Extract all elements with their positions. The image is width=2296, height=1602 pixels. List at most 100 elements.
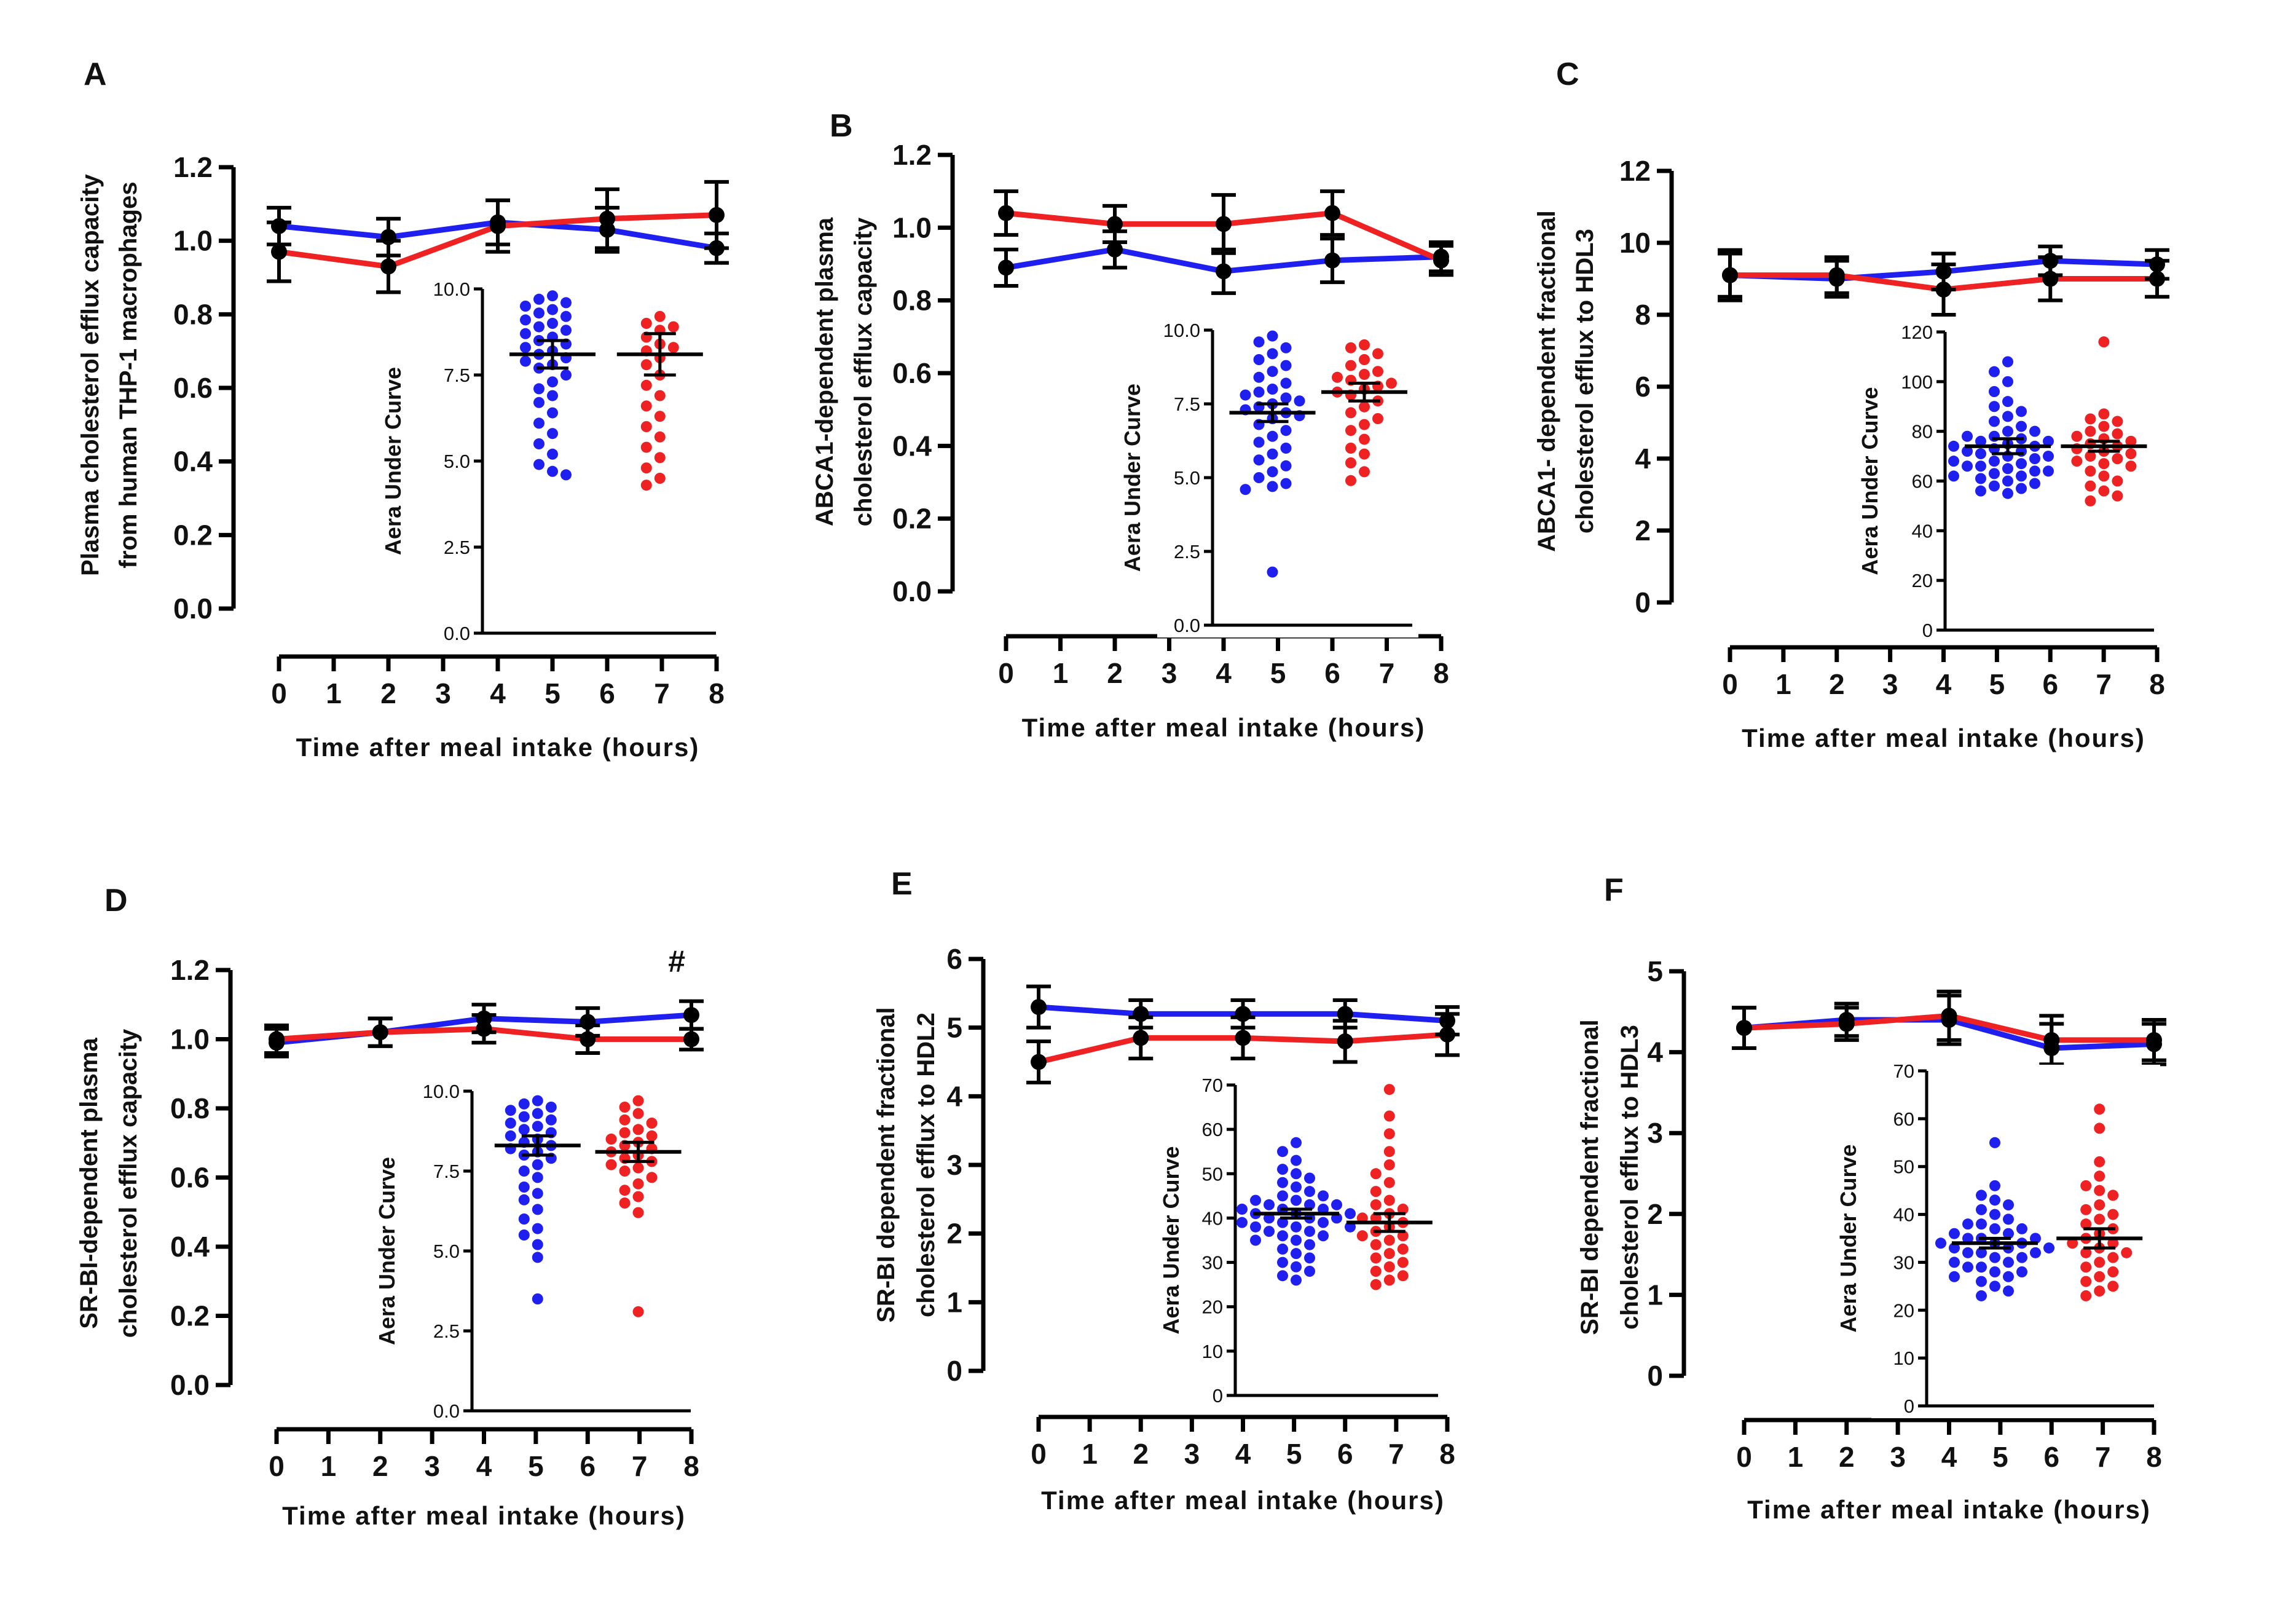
x-tick-label: 5 — [1989, 668, 2005, 700]
y-tick-label: 8 — [1635, 299, 1651, 331]
x-axis-label: Time after meal intake (hours) — [1041, 1486, 1445, 1515]
inset-y-axis-label: Aera Under Curve — [1158, 1146, 1184, 1334]
inset-dot-red — [1383, 1128, 1395, 1140]
inset-dot-red — [1370, 1199, 1382, 1210]
panel-letter: F — [1604, 872, 1624, 908]
data-point-blue — [1031, 999, 1047, 1016]
inset-y-tick-label: 7.5 — [433, 1161, 460, 1182]
inset-dot-blue — [2016, 1223, 2027, 1234]
inset-dot-blue — [1331, 1199, 1342, 1210]
inset-dot-red — [2121, 1247, 2133, 1258]
x-tick-label: 3 — [435, 677, 451, 709]
inset-dot-red — [1383, 1110, 1395, 1122]
y-axis-label-line-1: ABCA1- dependent fractional — [1533, 210, 1560, 552]
inset-dot-blue — [2002, 356, 2013, 368]
inset-dot-blue — [1975, 485, 1986, 497]
data-point-red — [580, 1031, 596, 1048]
inset-dot-red — [646, 1118, 658, 1129]
data-point-red — [998, 205, 1014, 221]
inset-scatter: 0.0 2.5 5.0 7.5 10.0 Aera Under Curve — [1120, 320, 1418, 637]
inset-dot-blue — [518, 1124, 530, 1135]
y-tick-label: 10 — [1619, 227, 1651, 259]
inset-dot-blue — [547, 318, 558, 329]
inset-dot-red — [605, 1134, 617, 1145]
x-tick-label: 5 — [528, 1450, 544, 1482]
panel-letter: E — [891, 866, 913, 902]
y-axis-label-line-2: from human THP-1 macrophages — [115, 181, 142, 568]
inset-dot-blue — [518, 1182, 530, 1193]
inset-dot-blue — [1253, 354, 1265, 365]
inset-dot-blue — [1949, 1257, 1960, 1268]
inset-dot-red — [1383, 1234, 1395, 1246]
y-tick-label: 4 — [946, 1080, 962, 1112]
data-point-blue — [998, 259, 1014, 276]
inset-dot-blue — [547, 407, 558, 419]
inset-dot-red — [632, 1178, 644, 1190]
inset-dot-blue — [1291, 1234, 1302, 1246]
inset-dot-red — [2094, 1271, 2105, 1282]
inset-dot-red — [1345, 342, 1356, 353]
inset-y-tick-label: 60 — [1202, 1119, 1223, 1140]
inset-y-tick-label: 60 — [1912, 471, 1933, 492]
data-point-red — [476, 1020, 492, 1037]
inset-dot-blue — [532, 1204, 543, 1215]
inset-y-tick-label: 5.0 — [444, 451, 470, 472]
y-tick-label: 0.0 — [173, 593, 213, 625]
inset-dot-red — [654, 473, 666, 484]
inset-dot-blue — [1304, 1266, 1315, 1277]
inset-dot-red — [632, 1191, 644, 1202]
x-tick-label: 2 — [380, 677, 396, 709]
inset-dot-blue — [2002, 396, 2013, 408]
inset-scatter: 0 20 40 60 80 100 120 Aera Under Curve — [1857, 322, 2160, 642]
data-point-blue — [683, 1007, 699, 1024]
inset-dot-red — [667, 342, 679, 353]
x-tick-label: 2 — [1829, 668, 1845, 700]
inset-dot-red — [2098, 420, 2110, 432]
inset-dot-red — [619, 1185, 631, 1196]
y-tick-label: 0.4 — [892, 430, 932, 462]
inset-dot-blue — [547, 290, 558, 302]
inset-dot-red — [2067, 1237, 2078, 1249]
inset-dot-blue — [518, 1194, 530, 1205]
x-tick-label: 3 — [1162, 657, 1177, 689]
inset-dot-red — [2094, 1103, 2105, 1115]
inset-dot-blue — [1962, 1233, 1973, 1244]
y-tick-label: 3 — [1647, 1117, 1663, 1149]
inset-dot-blue — [533, 293, 545, 305]
inset-dot-blue — [1304, 1252, 1315, 1264]
inset-y-tick-label: 2.5 — [433, 1320, 460, 1342]
inset-dot-red — [2107, 1266, 2119, 1277]
y-axis-label-line-2: cholesterol efflux to HDL3 — [1571, 229, 1598, 534]
x-tick-label: 6 — [1337, 1438, 1353, 1470]
inset-dot-blue — [2002, 425, 2013, 437]
inset-dot-blue — [2029, 465, 2040, 477]
y-axis-label-line-1: SR-BI dependent fractional — [1576, 1019, 1603, 1335]
inset-dot-red — [2080, 1180, 2092, 1191]
y-tick-label: 6 — [946, 943, 962, 975]
inset-dot-blue — [2002, 487, 2013, 499]
inset-dot-blue — [533, 397, 545, 408]
inset-dot-blue — [1975, 448, 1986, 460]
x-tick-label: 8 — [1433, 657, 1449, 689]
inset-dot-blue — [560, 297, 572, 309]
inset-dot-blue — [1318, 1217, 1329, 1228]
x-tick-label: 8 — [2149, 668, 2165, 700]
inset-dot-red — [2094, 1185, 2105, 1196]
inset-dot-blue — [1291, 1274, 1302, 1286]
x-tick-label: 5 — [1992, 1441, 2008, 1473]
inset-dot-blue — [2003, 1285, 2014, 1297]
x-tick-label: 3 — [1184, 1438, 1200, 1470]
inset-dot-blue — [2016, 1266, 2027, 1277]
data-point-red — [1439, 1026, 1455, 1043]
inset-dot-red — [1345, 443, 1356, 454]
x-tick-label: 4 — [1235, 1438, 1251, 1470]
inset-dot-blue — [1949, 1228, 1960, 1239]
inset-y-tick-label: 0 — [1213, 1385, 1223, 1407]
inset-dot-red — [1359, 433, 1370, 445]
inset-dot-red — [2071, 456, 2083, 467]
inset-dot-red — [1370, 1186, 1382, 1198]
inset-dot-red — [1345, 457, 1356, 468]
inset-dot-red — [646, 1130, 658, 1142]
